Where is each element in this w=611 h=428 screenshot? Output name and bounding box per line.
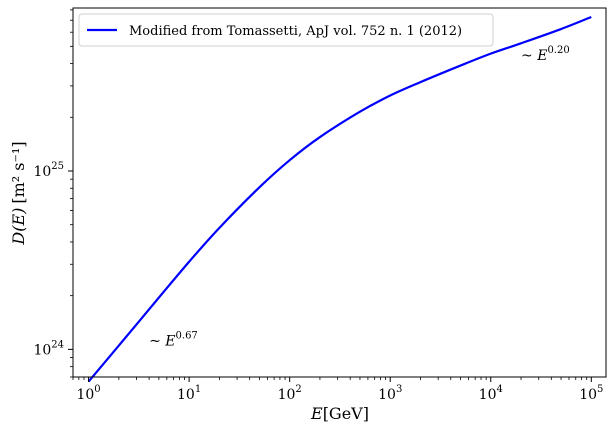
y-tick-label: 1024 (33, 339, 64, 358)
x-tick-label: 102 (278, 384, 302, 403)
x-axis-label-var: E (310, 404, 323, 423)
x-axis-label: E[GeV] (310, 404, 369, 423)
y-axis-label: D(E) [m² s⁻¹] (9, 141, 28, 245)
x-tick-label: 105 (579, 384, 603, 403)
x-tick-label: 100 (76, 384, 100, 403)
x-tick-label: 104 (479, 384, 503, 403)
series-line (87, 15, 592, 383)
plot-area (73, 8, 606, 377)
x-tick-label: 101 (177, 384, 201, 403)
legend-box (78, 13, 494, 47)
axes-frame (72, 7, 607, 378)
slope-annotation: ~ E0.67 (149, 331, 198, 350)
annotations: ~ E0.67 ~ E0.20 (149, 45, 570, 350)
y-axis-label-unit: [m² s⁻¹] (9, 141, 28, 203)
x-tick-label: 103 (378, 384, 402, 403)
y-axis-ticks: 1024 1025 (33, 9, 73, 378)
legend-label: Modified from Tomassetti, ApJ vol. 752 n… (129, 24, 462, 39)
y-axis-label-var: D(E) (9, 208, 28, 246)
y-tick-label: 1025 (33, 161, 64, 180)
x-axis-ticks: 100 101 102 103 104 105 (72, 377, 603, 403)
legend: Modified from Tomassetti, ApJ vol. 752 n… (78, 13, 494, 47)
slope-annotation: ~ E0.20 (521, 45, 570, 64)
x-axis-label-unit: [GeV] (323, 404, 369, 423)
